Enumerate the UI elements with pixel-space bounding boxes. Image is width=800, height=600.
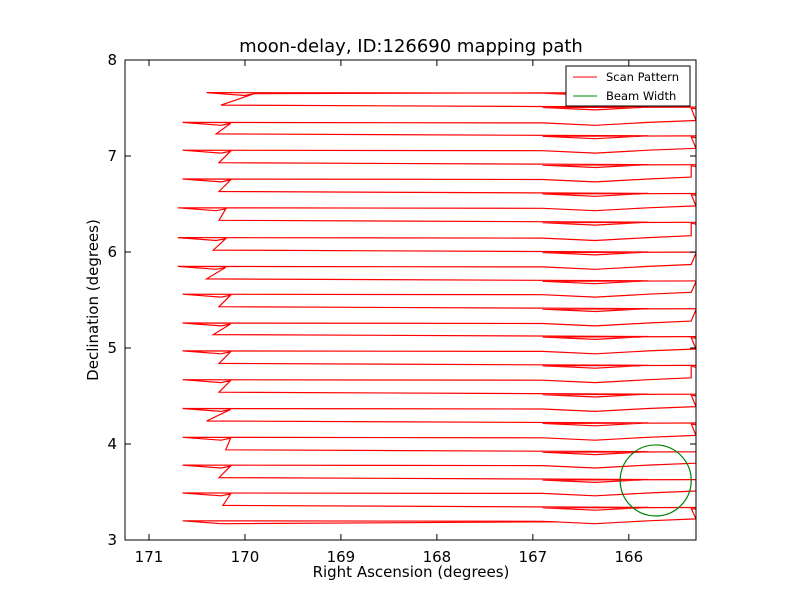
y-tick-label: 4 xyxy=(107,435,117,453)
y-tick-label: 7 xyxy=(107,147,117,165)
legend-box xyxy=(565,65,691,107)
y-tick-label: 6 xyxy=(107,243,117,261)
y-tick-label: 8 xyxy=(107,51,117,69)
plot-area: 171 170 169 168 167 166 3 4 5 6 7 8 xyxy=(107,51,697,566)
y-axis-label: Declination (degrees) xyxy=(84,219,102,381)
legend-label-beam-width: Beam Width xyxy=(606,89,676,103)
x-axis-label: Right Ascension (degrees) xyxy=(313,563,510,581)
x-tick-label: 166 xyxy=(615,548,644,566)
y-axis-ticks: 3 4 5 6 7 8 xyxy=(107,51,696,549)
axes-frame xyxy=(124,59,697,541)
series-line-scan-pattern xyxy=(177,92,696,525)
x-tick-label: 168 xyxy=(423,548,452,566)
series-circle-beam-width xyxy=(619,444,692,517)
data-layer xyxy=(177,92,696,525)
x-axis-ticks: 171 170 169 168 167 166 xyxy=(135,60,643,566)
legend: Scan Pattern Beam Width xyxy=(565,65,691,107)
chart-title: moon-delay, ID:126690 mapping path xyxy=(239,36,583,57)
x-tick-label: 170 xyxy=(231,548,260,566)
legend-label-scan-pattern: Scan Pattern xyxy=(606,70,679,84)
y-tick-label: 3 xyxy=(107,531,117,549)
x-tick-label: 167 xyxy=(519,548,548,566)
x-tick-label: 171 xyxy=(135,548,164,566)
y-tick-label: 5 xyxy=(107,339,117,357)
x-tick-label: 169 xyxy=(327,548,356,566)
